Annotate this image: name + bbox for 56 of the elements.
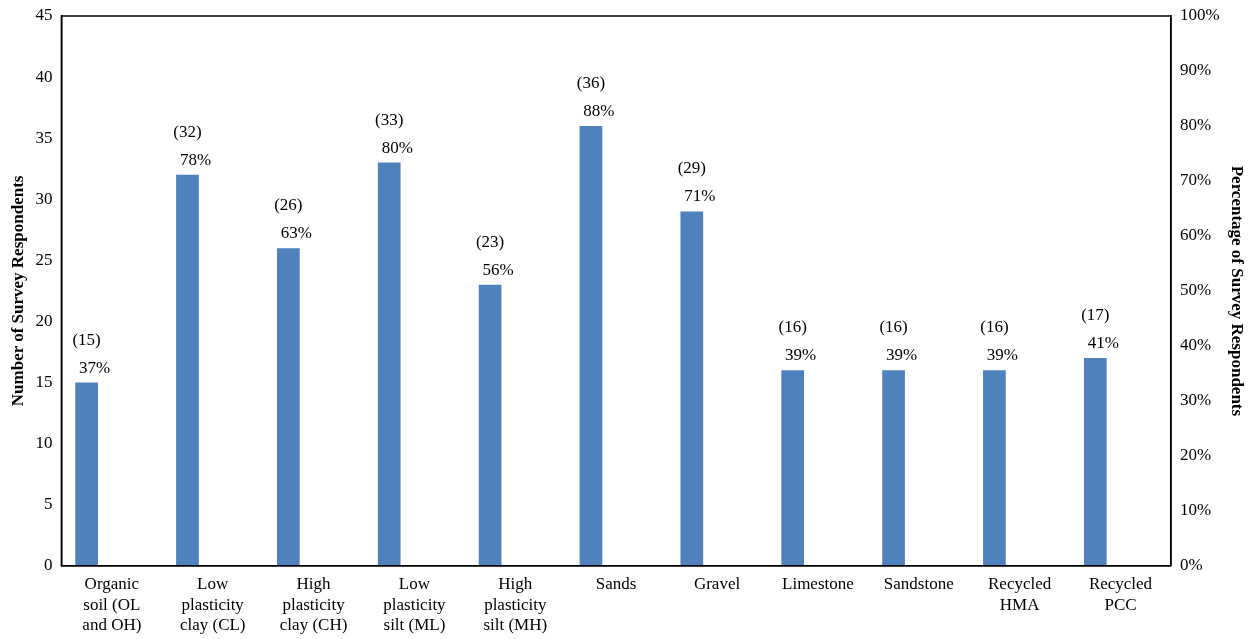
bar xyxy=(478,284,502,566)
y-tick-label: 0 xyxy=(43,555,53,575)
bar xyxy=(579,125,603,566)
y2-tick-label: 50% xyxy=(1179,280,1212,300)
bar xyxy=(277,248,300,566)
data-label: (29) 71% xyxy=(677,158,716,206)
bar xyxy=(781,370,805,566)
y2-tick-label: 90% xyxy=(1179,60,1212,80)
bar xyxy=(1083,358,1107,566)
data-label: (17) 41% xyxy=(1081,305,1119,353)
x-tick-label: Low plasticity clay (CL) xyxy=(179,574,246,635)
x-tick-label: Sandstone xyxy=(883,574,954,594)
bar xyxy=(882,370,905,566)
bar xyxy=(377,162,401,566)
data-label: (16) 39% xyxy=(879,317,918,365)
bar xyxy=(75,382,98,566)
y-tick-label: 15 xyxy=(35,372,53,391)
y2-tick-label: 40% xyxy=(1179,335,1212,355)
y2-tick-label: 10% xyxy=(1179,500,1212,520)
data-label: (32) 78% xyxy=(173,121,212,169)
y-tick-label: 25 xyxy=(35,249,53,269)
y-tick-label: 30 xyxy=(35,188,53,208)
bar xyxy=(176,174,199,566)
y2-axis-title: Percentage of Survey Respondents xyxy=(1228,165,1248,417)
y-tick-label: 20 xyxy=(35,310,53,330)
y2-tick-label: 70% xyxy=(1179,170,1212,190)
x-tick-label: Organic soil (OL and OH) xyxy=(82,574,142,635)
data-label: (16) 39% xyxy=(778,317,817,365)
y-axis-title: Number of Survey Respondents xyxy=(7,175,27,407)
y-tick-label: 5 xyxy=(43,494,53,514)
y-tick-label: 35 xyxy=(35,127,53,147)
y-tick-label: 45 xyxy=(35,5,53,25)
data-label: (15) 37% xyxy=(72,329,111,377)
data-label: (23) 56% xyxy=(475,231,514,279)
y-tick-label: 10 xyxy=(35,433,53,453)
bar xyxy=(680,211,704,566)
y2-tick-label: 30% xyxy=(1179,390,1212,410)
y2-tick-label: 20% xyxy=(1179,445,1212,465)
y-tick-label: 40 xyxy=(35,66,53,86)
y2-tick-label: 80% xyxy=(1179,115,1212,135)
x-tick-label: High plasticity clay (CH) xyxy=(279,574,348,635)
x-tick-label: Low plasticity silt (ML) xyxy=(383,574,447,635)
y2-tick-label: 60% xyxy=(1179,225,1212,245)
y2-tick-label: 100% xyxy=(1179,5,1220,25)
x-tick-label: Recycled HMA xyxy=(988,574,1052,614)
data-label: (26) 63% xyxy=(274,195,312,243)
data-label: (16) 39% xyxy=(980,317,1019,365)
data-label: (36) 88% xyxy=(576,72,615,120)
y2-tick-label: 0% xyxy=(1179,555,1203,575)
x-tick-label: High plasticity silt (MH) xyxy=(483,574,548,635)
x-tick-label: Recycled PCC xyxy=(1088,574,1153,614)
data-label: (33) 80% xyxy=(375,109,413,157)
x-tick-label: Sands xyxy=(595,574,637,594)
bar xyxy=(983,370,1006,566)
x-tick-label: Limestone xyxy=(782,574,854,594)
x-tick-label: Gravel xyxy=(693,574,741,594)
